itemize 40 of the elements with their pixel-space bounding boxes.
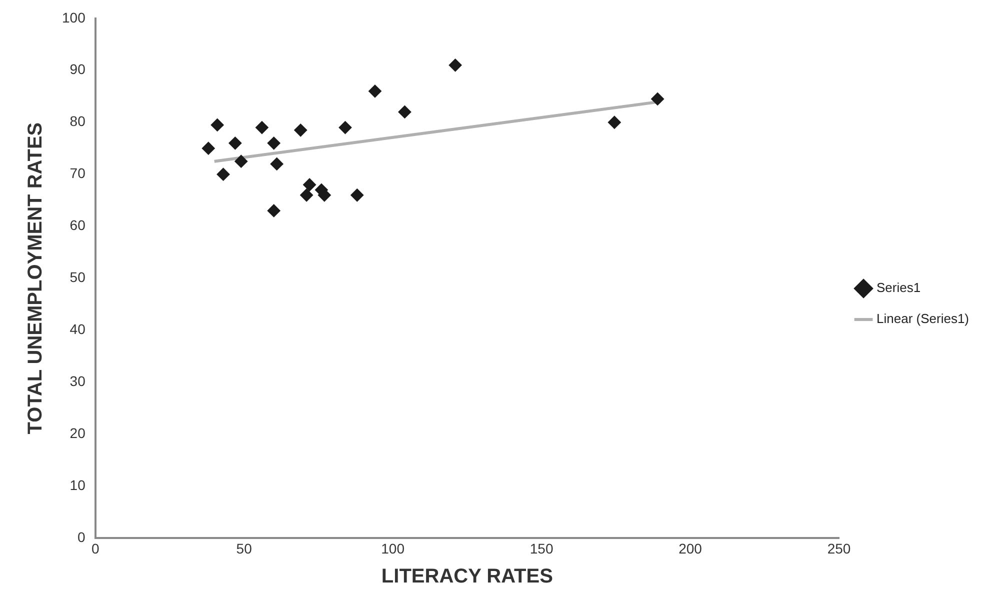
x-tick-label: 250 — [827, 540, 851, 556]
point — [651, 92, 664, 106]
y-tick-label: 0 — [78, 529, 86, 546]
y-tick-label: 50 — [70, 269, 86, 286]
point — [210, 118, 224, 132]
y-axis-title: TOTAL UNEMPLOYMENT RATES — [24, 122, 47, 434]
point — [216, 168, 230, 181]
y-tick-label: 40 — [70, 321, 86, 338]
x-axis-title: LITERACY RATES — [381, 566, 553, 588]
point — [368, 84, 382, 98]
y-tick-label: 10 — [70, 477, 86, 494]
y-tick-label: 20 — [70, 425, 86, 442]
point — [608, 116, 621, 129]
y-tick-label: 90 — [70, 61, 86, 78]
y-tick-label: 70 — [70, 165, 86, 182]
legend-label: Series1 — [876, 280, 921, 296]
y-tick-label: 30 — [70, 373, 86, 390]
point — [350, 188, 364, 202]
point — [255, 121, 268, 134]
point — [202, 142, 215, 155]
x-tick-label: 50 — [236, 540, 252, 556]
y-tick-label: 60 — [70, 217, 86, 234]
x-tick-label: 100 — [381, 540, 405, 556]
y-tick-label: 100 — [62, 9, 86, 26]
x-tick-label: 0 — [91, 540, 100, 556]
point — [398, 105, 412, 118]
point — [267, 136, 280, 150]
point — [448, 58, 462, 72]
point — [300, 188, 314, 202]
point — [234, 154, 248, 168]
point — [228, 136, 242, 150]
y-tick-label: 80 — [70, 113, 86, 130]
x-tick-label: 200 — [678, 540, 702, 556]
point — [270, 157, 284, 170]
point — [267, 204, 280, 218]
point — [303, 178, 316, 192]
legend-label: Linear (Series1) — [876, 311, 970, 326]
point — [338, 121, 352, 134]
point — [294, 124, 308, 137]
x-tick-label: 150 — [530, 540, 554, 556]
